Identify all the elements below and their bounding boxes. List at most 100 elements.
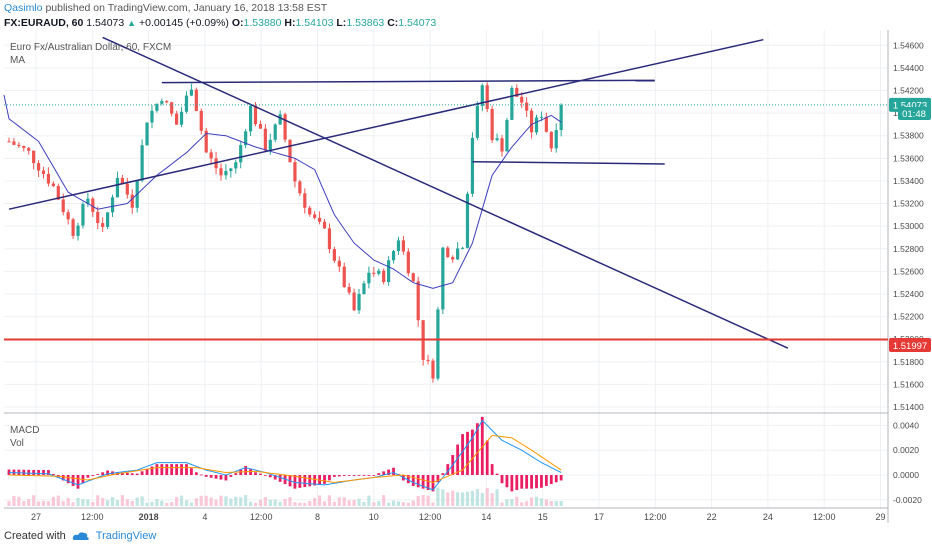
macd-hist-bar [7,469,11,476]
macd-hist-bar [37,469,40,476]
price-tick-label: 1.53000 [893,221,924,231]
candle-body [396,240,401,252]
volume-bar [61,501,65,506]
macd-hist-bar [249,469,252,476]
volume-bar [525,501,529,506]
volume-bar [115,500,120,506]
price-tick-label: 1.51600 [893,379,924,389]
trendlines[interactable] [8,36,789,349]
price-tick-label: 1.54600 [893,40,924,50]
volume-bar [258,499,263,506]
volume-bar [317,495,322,506]
volume-bar [12,495,16,506]
volume-bar [475,489,479,506]
volume-bar [441,489,445,506]
high-label: H: [284,17,296,29]
volume-bar [387,502,391,506]
volume-bar [189,502,194,506]
candle-body [446,247,450,258]
macd-hist-bar [27,469,31,476]
macd-hist-bar [234,473,238,476]
signal-line [8,434,562,484]
trendline-range-low [472,160,665,165]
author-link[interactable]: Qasimlo [4,2,43,14]
volume-bar [510,499,514,506]
volume-bar [91,501,95,506]
macd-hist-bar [170,464,174,476]
price-tick-label: 1.52600 [893,266,924,276]
macd-hist-bar [352,475,356,476]
published-text: published on TradingView.com, January 16… [45,2,328,14]
candle-body [110,197,115,213]
macd-hist-bar [61,475,65,481]
macd-hist-bar [337,475,341,477]
volume-bar [86,499,90,506]
candle-body [17,144,21,147]
volume-bar [204,495,208,506]
support-badge-text: 1.51997 [893,341,927,352]
candle-body [91,198,95,212]
volume-bar [352,499,356,506]
volume-bar [96,495,100,506]
candle-body [534,117,539,133]
candle-body [22,146,26,149]
macd-hist-bar [76,475,80,489]
volume-bar [32,495,36,506]
candle-body [76,225,80,236]
macd-hist-bar [510,475,514,492]
candle-body [175,113,179,125]
time-tick-label: 4 [202,512,207,522]
countdown-badge [898,107,931,120]
candle-body [189,89,194,96]
volume-bar [140,496,144,506]
candle-body [170,102,174,114]
macd-hist-bar [185,464,188,476]
volume-bar [194,498,198,506]
price-tick-label: 1.54200 [893,86,924,96]
volume-bar [554,501,558,506]
macd-hist-bar [505,475,509,488]
candle-body [263,128,267,151]
macd-hist-bar [180,464,183,476]
volume-bar [534,496,539,506]
candle-body [406,251,410,274]
volume-bar [436,487,440,506]
price-tick-label: 1.52800 [893,244,924,254]
change-value: +0.00145 (+0.09%) [139,17,229,29]
grid-lines [4,30,888,508]
tradingview-brand-link[interactable]: TradingView [95,530,157,542]
price-tick-label: 1.51400 [893,402,924,412]
volume-bar [322,501,327,506]
volume-bar [22,501,26,506]
candle-body [155,103,159,111]
macd-hist-bar [293,475,297,489]
volume-bar [293,502,297,506]
volume-bar [303,502,307,506]
volume-bar [332,501,336,506]
macd-hist-bar [530,475,533,489]
macd-tick-label: -0.0020 [893,495,922,505]
macd-hist-bar [525,475,529,489]
volume-bar [170,502,174,506]
created-with-text: Created with [4,530,66,542]
candle-body [525,102,529,111]
volume-bar [268,499,272,506]
price-tick-label: 1.52400 [893,289,924,299]
volume-bar [529,497,534,506]
volume-bar [515,496,519,506]
price-tick-label: 1.54400 [893,63,924,73]
macd-hist-bar [101,472,105,476]
volume-bar [456,492,460,506]
candle-body [539,116,544,118]
candle-body [347,287,351,293]
price-chart[interactable]: 1.546001.544001.542001.540001.538001.536… [0,30,932,530]
macd-hist-bar [426,475,430,491]
macd-hist-bar [209,475,213,478]
candle-body [12,141,16,145]
macd-hist-bar [106,470,109,476]
volume-bar [283,498,287,506]
volume-bar [101,497,105,506]
volume-bar [239,497,243,506]
candle-body [179,111,184,125]
volume-bar [46,501,51,506]
